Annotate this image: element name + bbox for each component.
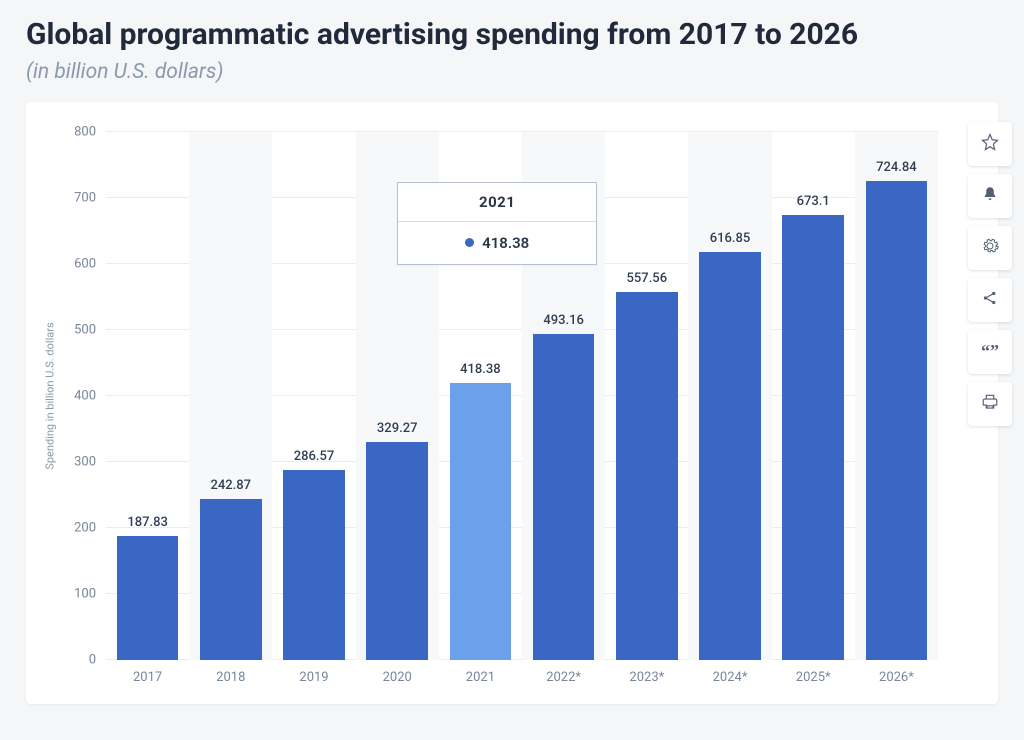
tooltip-body: 418.38 <box>398 222 596 264</box>
tooltip-marker <box>465 238 474 247</box>
bar[interactable]: 724.84 <box>866 181 928 659</box>
bar[interactable]: 616.85 <box>699 252 761 659</box>
bar-slot: 724.842026* <box>855 132 938 660</box>
y-axis-label: Spending in billion U.S. dollars <box>44 322 57 469</box>
bar-value-label: 329.27 <box>377 421 418 442</box>
bar-slot: 557.562023* <box>605 132 688 660</box>
bar-value-label: 557.56 <box>627 271 668 292</box>
x-tick-label: 2024* <box>713 660 748 685</box>
bar-value-label: 418.38 <box>460 362 501 383</box>
x-tick-label: 2026* <box>879 660 914 685</box>
y-tick-label: 700 <box>66 190 106 205</box>
bar-slot: 673.12025* <box>772 132 855 660</box>
bar[interactable]: 418.38 <box>450 383 512 659</box>
y-tick-label: 100 <box>66 586 106 601</box>
x-tick-label: 2019 <box>299 660 328 685</box>
y-tick-label: 400 <box>66 388 106 403</box>
quote-icon: “” <box>981 341 999 362</box>
bar[interactable]: 493.16 <box>533 334 595 659</box>
bar-slot: 616.852024* <box>688 132 771 660</box>
bar-value-label: 286.57 <box>294 449 335 470</box>
bar-value-label: 493.16 <box>543 313 584 334</box>
x-tick-label: 2018 <box>216 660 245 685</box>
chart-toolbar: “” <box>968 122 1012 426</box>
notify-button[interactable] <box>968 174 1012 218</box>
x-tick-label: 2021 <box>466 660 495 685</box>
bell-icon <box>981 185 999 207</box>
bar[interactable]: 286.57 <box>283 470 345 659</box>
bar[interactable]: 187.83 <box>117 536 179 660</box>
bar-slot: 242.872018 <box>189 132 272 660</box>
bar-value-label: 242.87 <box>211 478 252 499</box>
tooltip-category: 2021 <box>398 183 596 222</box>
page-title: Global programmatic advertising spending… <box>26 16 998 54</box>
page-subtitle: (in billion U.S. dollars) <box>26 60 998 84</box>
y-tick-label: 800 <box>66 124 106 139</box>
bar-value-label: 616.85 <box>710 231 751 252</box>
tooltip-value: 418.38 <box>482 234 529 252</box>
y-tick-label: 200 <box>66 520 106 535</box>
chart-tooltip: 2021 418.38 <box>397 182 597 265</box>
bar-value-label: 724.84 <box>876 160 917 181</box>
share-button[interactable] <box>968 278 1012 322</box>
y-tick-label: 500 <box>66 322 106 337</box>
print-icon <box>981 393 999 415</box>
cite-button[interactable]: “” <box>968 330 1012 374</box>
favorite-button[interactable] <box>968 122 1012 166</box>
x-tick-label: 2020 <box>383 660 412 685</box>
bar-value-label: 187.83 <box>127 515 168 536</box>
x-tick-label: 2025* <box>796 660 831 685</box>
x-tick-label: 2017 <box>133 660 162 685</box>
bar-value-label: 673.1 <box>797 194 830 215</box>
star-icon <box>981 133 999 155</box>
gear-icon <box>981 237 999 259</box>
bar[interactable]: 329.27 <box>366 442 428 659</box>
bar[interactable]: 242.87 <box>200 499 262 659</box>
x-tick-label: 2023* <box>629 660 664 685</box>
share-icon <box>981 289 999 311</box>
bar[interactable]: 557.56 <box>616 292 678 660</box>
print-button[interactable] <box>968 382 1012 426</box>
y-tick-label: 600 <box>66 256 106 271</box>
settings-button[interactable] <box>968 226 1012 270</box>
bar[interactable]: 673.1 <box>782 215 844 659</box>
bar-slot: 286.572019 <box>272 132 355 660</box>
y-tick-label: 300 <box>66 454 106 469</box>
bar-slot: 187.832017 <box>106 132 189 660</box>
x-tick-label: 2022* <box>546 660 581 685</box>
chart-area: Spending in billion U.S. dollars 0100200… <box>106 132 938 660</box>
y-tick-label: 0 <box>66 652 106 667</box>
chart-panel: Spending in billion U.S. dollars 0 100 200… <box>26 102 998 704</box>
